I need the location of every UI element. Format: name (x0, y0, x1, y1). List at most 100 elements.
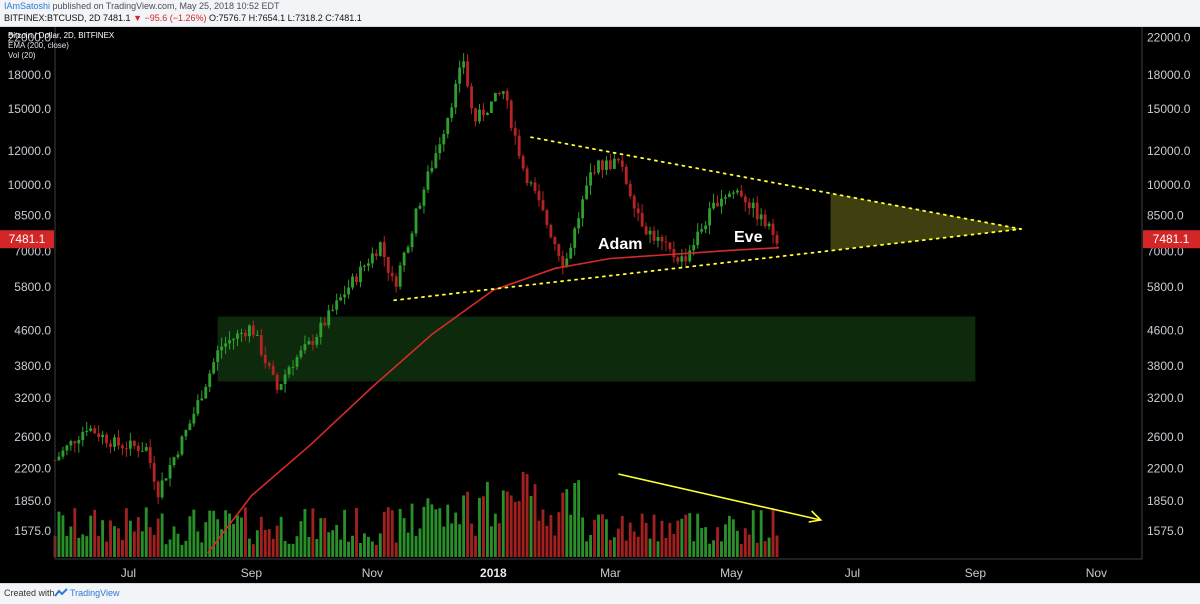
volume-bar (482, 496, 485, 557)
low-label: L: (287, 13, 296, 23)
volume-bar (458, 524, 462, 557)
volume-bar (224, 510, 228, 557)
candle-body (692, 245, 696, 251)
volume-bar (247, 538, 251, 557)
open-label: O: (209, 13, 219, 23)
author-link[interactable]: IAmSatoshi (4, 1, 51, 11)
x-tick-label: Jul (845, 566, 860, 580)
volume-bar (505, 491, 509, 557)
candle-body (735, 190, 739, 193)
volume-bar (128, 520, 132, 557)
candle-body (628, 183, 632, 197)
volume-arrow-head (808, 510, 823, 523)
publication-line: IAmSatoshi published on TradingView.com,… (4, 1, 280, 11)
volume-bar (359, 543, 362, 557)
volume-bar (771, 508, 775, 557)
candle-body (632, 196, 636, 209)
candle-body (228, 340, 231, 344)
volume-bar (450, 523, 454, 557)
candle-body (422, 189, 426, 206)
candle-body (573, 228, 577, 248)
volume-bar (418, 528, 422, 557)
price-chart[interactable]: 22000.0 22000.0 18000.0 18000.0 15000.0 15000… (0, 27, 1200, 583)
last-price: 7481.1 (103, 13, 131, 23)
candle-body (232, 338, 235, 341)
candle-body (505, 91, 509, 101)
volume-bar (501, 490, 505, 557)
volume-bar (493, 513, 497, 557)
candle-body (81, 431, 85, 441)
candle-body (378, 242, 382, 256)
axes-layer: 22000.0 22000.0 18000.0 18000.0 15000.0 15000… (0, 27, 1200, 580)
candle-body (569, 247, 573, 259)
candle-body (259, 334, 263, 355)
volume-bar (255, 530, 259, 557)
candle-body (331, 309, 335, 311)
volume-bar (767, 537, 771, 557)
volume-bar (696, 513, 700, 557)
volume-bar (601, 514, 604, 557)
candle-body (727, 193, 731, 198)
x-tick-label: Mar (600, 566, 621, 580)
volume-bar (676, 520, 680, 557)
volume-bar (605, 519, 608, 557)
candle-body (656, 237, 660, 241)
volume-bar (720, 541, 723, 557)
candle-body (485, 112, 489, 116)
candle-body (212, 362, 216, 374)
volume-bar (81, 534, 85, 557)
candle-body (402, 252, 406, 266)
candle-body (208, 373, 212, 387)
candle-body (57, 456, 61, 461)
chart-area[interactable]: 22000.0 22000.0 18000.0 18000.0 15000.0 15000… (0, 27, 1200, 583)
candle-body (620, 160, 624, 167)
tradingview-brand-link[interactable]: TradingView (70, 588, 120, 598)
candle-body (236, 333, 239, 339)
y-tick-right: 10000.0 (1147, 178, 1191, 192)
candle-body (97, 433, 101, 438)
volume-bar (763, 541, 767, 557)
volume-bar (724, 524, 727, 557)
volume-bar (775, 535, 779, 557)
candle-body (390, 272, 394, 277)
volume-bar (474, 535, 477, 557)
volume-bar (69, 526, 73, 557)
candle-body (109, 443, 112, 447)
candle-body (180, 436, 184, 455)
volume-bar (414, 536, 418, 557)
candle-body (545, 210, 549, 225)
volume-bar (712, 540, 715, 557)
candle-body (251, 325, 255, 336)
close-label: C: (325, 13, 335, 23)
volume-bar (521, 471, 525, 557)
candle-body (101, 434, 105, 438)
volume-bar (652, 514, 656, 557)
volume-bar (549, 514, 553, 557)
low-value: 7318.2 (295, 13, 323, 23)
candle-body (184, 430, 188, 437)
volume-bar (577, 480, 581, 557)
volume-bar (624, 540, 628, 557)
candle-body (105, 434, 109, 444)
candle-body (660, 237, 664, 242)
volume-bar (251, 544, 255, 557)
ema-layer (207, 246, 780, 554)
volume-bar (105, 541, 109, 557)
footer: Created with TradingView (0, 583, 1200, 604)
candle-body (601, 160, 604, 170)
candle-body (636, 208, 640, 214)
candle-body (418, 205, 422, 209)
price-badge-right-text: 7481.1 (1153, 232, 1190, 246)
volume-bar (180, 544, 184, 557)
volume-bar (680, 518, 684, 557)
volume-bar (533, 484, 537, 557)
candle-body (537, 191, 541, 201)
volume-bar (374, 544, 378, 557)
y-tick-right: 22000.0 (1147, 30, 1191, 44)
candle-body (759, 214, 763, 220)
volume-bar (684, 514, 688, 557)
candle-body (474, 108, 477, 122)
volume-bar (307, 537, 311, 557)
candle-body (335, 300, 339, 310)
candle-body (597, 160, 600, 173)
